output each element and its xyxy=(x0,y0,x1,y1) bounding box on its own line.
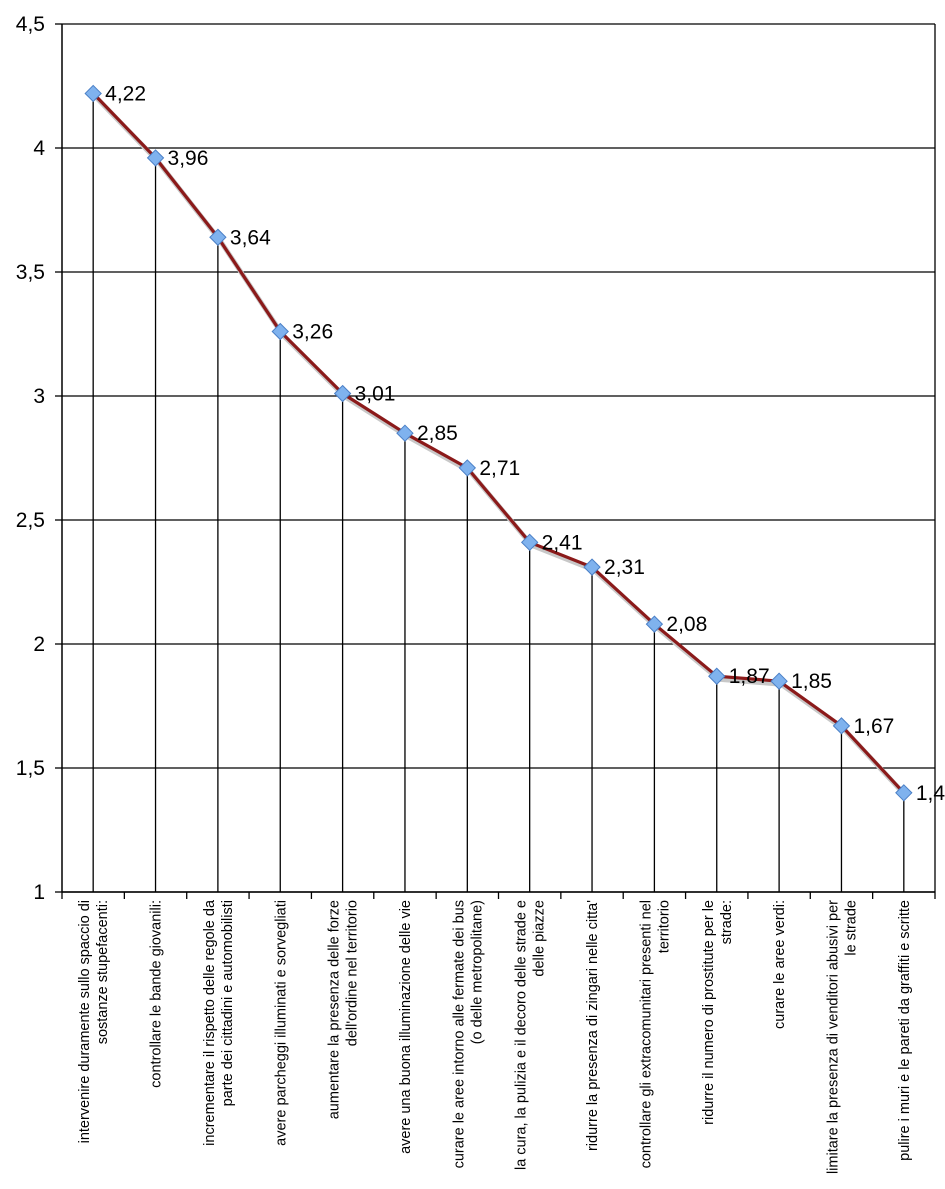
x-category-label: curare le aree verdi: xyxy=(772,900,788,1029)
data-label: 4,22 xyxy=(105,82,146,105)
x-category-label-line: sostanze stupefacenti: xyxy=(95,900,111,1044)
x-category-label-line: aumentare la presenza delle forze xyxy=(327,900,343,1119)
data-point xyxy=(832,717,851,735)
y-tick-labels: 1 1,5 2 2,5 3 3,5 4 4,5 xyxy=(16,13,46,904)
x-category-label: la cura, la pulizia e il decoro delle st… xyxy=(514,900,548,1170)
data-label: 2,31 xyxy=(604,556,645,579)
data-points xyxy=(84,84,913,802)
x-category-label-line: delle piazze xyxy=(532,900,548,977)
x-category-label-line: controllare le bande giovanili: xyxy=(149,900,165,1088)
x-category-label: intervenire duramente sullo spaccio di so… xyxy=(77,900,111,1143)
x-category-label-line: ridurre il numero di prostitute per le xyxy=(701,900,717,1125)
x-category-label-line: curare le aree verdi: xyxy=(772,900,788,1029)
data-label: 1,67 xyxy=(853,715,894,738)
y-tick-label: 4 xyxy=(33,137,45,160)
data-point xyxy=(146,149,165,167)
x-category-label: avere parcheggi illuminati e sorvegliati xyxy=(273,900,289,1146)
data-point xyxy=(458,459,477,477)
x-category-label: ridurre il numero di prostitute per le st… xyxy=(701,900,735,1125)
data-point xyxy=(520,533,539,552)
data-label: 1,4 xyxy=(916,782,945,805)
x-category-label-line: curare le aree intorno alle fermate dei … xyxy=(451,900,467,1168)
x-category-label: ridurre la presenza di zingari nelle cit… xyxy=(585,900,601,1151)
data-point xyxy=(770,672,788,690)
y-tick-label: 2 xyxy=(33,633,45,656)
x-category-label-line: le strade xyxy=(843,900,859,956)
data-label: 1,85 xyxy=(791,670,832,693)
data-point xyxy=(84,84,102,103)
x-category-label-line: pulire i muri e le pareti da graffiti e … xyxy=(897,900,913,1161)
data-point xyxy=(333,384,352,403)
axes xyxy=(55,23,936,899)
x-category-label-line: territorio xyxy=(656,900,672,953)
x-category-label: incrementare il rispetto delle regole da… xyxy=(202,899,236,1146)
data-label: 2,85 xyxy=(417,422,458,445)
x-category-label: aumentare la presenza delle forze dell'or… xyxy=(327,900,361,1119)
series-line-shadow xyxy=(93,94,908,798)
data-label: 2,71 xyxy=(479,457,520,480)
y-tick-label: 1 xyxy=(33,881,45,904)
data-label: 3,01 xyxy=(355,383,396,406)
y-tick-label: 3,5 xyxy=(16,261,45,284)
y-tick-label: 4,5 xyxy=(16,13,45,36)
x-category-label-line: la cura, la pulizia e il decoro delle st… xyxy=(514,900,530,1170)
x-category-label-line: dell'ordine nel territorio xyxy=(345,900,361,1046)
x-category-label: controllare le bande giovanili: xyxy=(149,900,165,1088)
y-tick-label: 1,5 xyxy=(16,757,45,780)
data-point xyxy=(645,615,664,633)
data-point xyxy=(396,424,414,442)
x-category-label-line: (o delle metropolitane) xyxy=(469,900,485,1044)
gridlines xyxy=(62,23,935,893)
x-category-label-line: strade: xyxy=(719,900,735,944)
x-category-label-line: intervenire duramente sullo spaccio di xyxy=(77,900,93,1143)
data-point xyxy=(583,558,601,576)
x-category-label-line: controllare gli extracomunitari presenti… xyxy=(638,900,654,1168)
data-label: 3,64 xyxy=(230,226,271,249)
x-category-label: curare le aree intorno alle fermate dei … xyxy=(451,900,485,1168)
x-category-label: avere una buona illuminazione delle vie xyxy=(398,900,414,1154)
data-label: 2,08 xyxy=(666,613,707,636)
x-category-label-line: incrementare il rispetto delle regole da xyxy=(202,899,218,1146)
x-category-label: limitare la presenza di venditori abusiv… xyxy=(825,900,859,1174)
data-point xyxy=(271,322,289,341)
data-point xyxy=(708,667,726,685)
data-labels: 4,22 3,96 3,64 3,26 3,01 2,85 2,71 2,41 2,31 2,08… xyxy=(105,82,945,804)
data-label: 2,41 xyxy=(542,531,583,554)
data-point xyxy=(895,784,913,802)
series-line xyxy=(92,92,905,794)
x-category-label-line: ridurre la presenza di zingari nelle cit… xyxy=(585,900,601,1151)
data-point xyxy=(209,228,227,246)
y-tick-label: 3 xyxy=(33,385,45,408)
data-label: 3,26 xyxy=(292,321,333,344)
data-label: 1,87 xyxy=(729,665,770,688)
x-category-label-line: avere una buona illuminazione delle vie xyxy=(398,900,414,1154)
x-category-label-line: limitare la presenza di venditori abusiv… xyxy=(825,900,841,1174)
x-category-label-line: parte dei cittadini e automobilisti xyxy=(220,900,236,1106)
x-category-label: pulire i muri e le pareti da graffiti e … xyxy=(897,900,913,1161)
y-tick-label: 2,5 xyxy=(16,509,45,532)
drop-lines xyxy=(92,93,905,892)
x-category-labels: intervenire duramente sullo spaccio di so… xyxy=(77,899,913,1174)
x-category-label-line: avere parcheggi illuminati e sorvegliati xyxy=(273,900,289,1146)
series xyxy=(92,92,908,798)
x-category-label: controllare gli extracomunitari presenti… xyxy=(638,900,672,1168)
data-label: 3,96 xyxy=(168,147,209,170)
